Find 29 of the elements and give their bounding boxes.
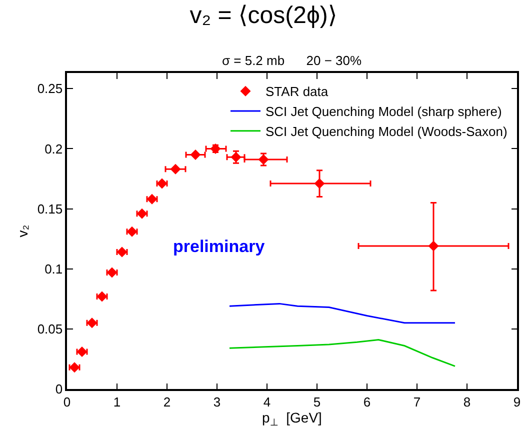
line-series (228, 338, 456, 367)
y-tick-label: 0.25 (37, 81, 63, 96)
x-tick-label: 1 (113, 394, 121, 410)
y-axis-title: v₂ (14, 224, 30, 238)
line-series (228, 302, 456, 324)
y-tick-label: 0.2 (44, 141, 63, 156)
x-tick-label: 9 (513, 394, 521, 410)
x-tick-label: 5 (313, 394, 321, 410)
y-tick-label: 0.1 (44, 261, 63, 276)
x-tick-label: 8 (463, 394, 471, 410)
point (428, 240, 439, 252)
point (170, 164, 181, 174)
x-tick-label: 7 (413, 394, 421, 410)
y-tick-label: 0 (55, 382, 63, 397)
annotation: preliminary (173, 237, 266, 256)
x-tick-label: 3 (213, 394, 221, 410)
x-tick-label: 2 (163, 394, 171, 410)
y-tick-label: 0.15 (37, 201, 63, 216)
x-tick-label: 4 (263, 394, 271, 410)
point (190, 150, 201, 160)
x-tick-label: 6 (363, 394, 371, 410)
x-axis-title: p$_{⊥}$ [GeV] (262, 409, 322, 428)
point (314, 178, 325, 189)
y-tick-label: 0.05 (37, 321, 63, 336)
chart-subtitle: σ = 5.2 mb 20 − 30% (222, 53, 362, 68)
legend-label: STAR data (266, 84, 329, 100)
chart-title: v₂ = ⟨cos(2ϕ)⟩ (190, 2, 338, 30)
legend-label: SCI Jet Quenching Model (Woods-Saxon) (266, 124, 508, 139)
legend-label: SCI Jet Quenching Model (sharp sphere) (266, 104, 502, 120)
